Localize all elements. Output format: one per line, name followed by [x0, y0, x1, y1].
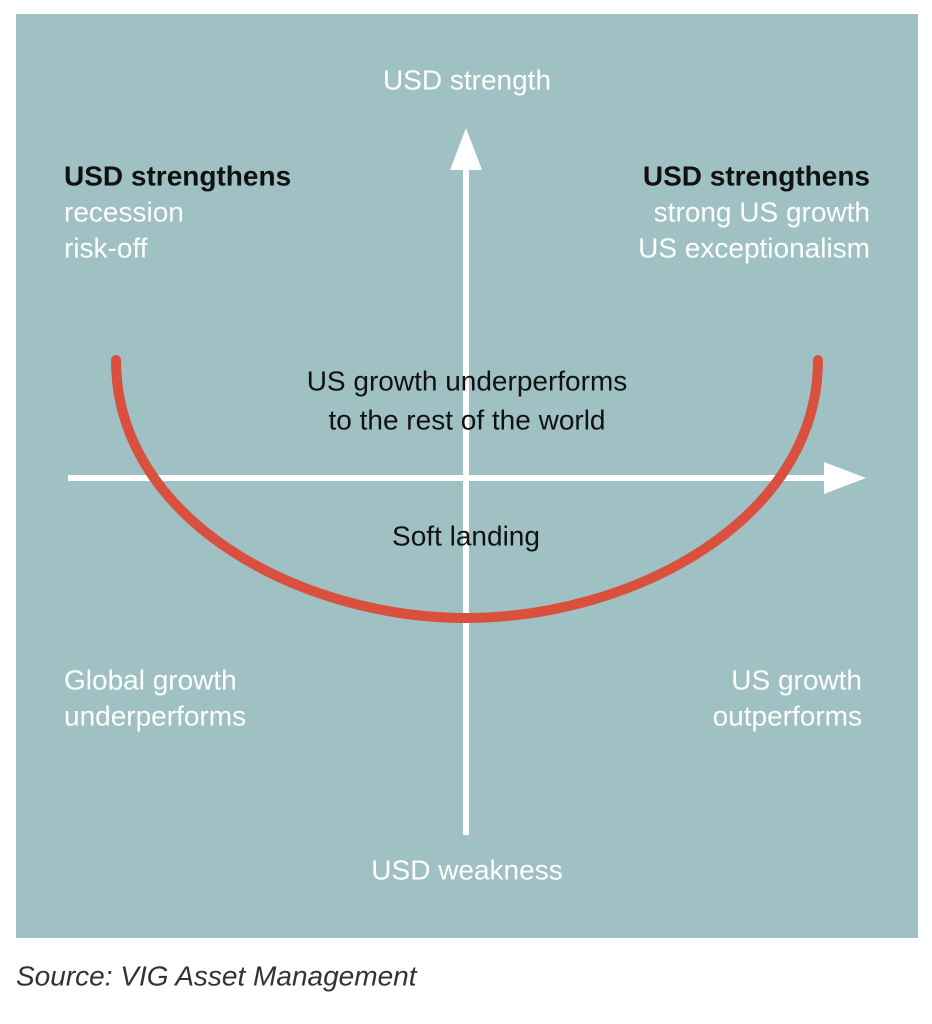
arrow-head — [824, 462, 866, 494]
quadrant-text: outperforms — [713, 700, 862, 731]
axis-label: USD strength — [383, 64, 551, 95]
center-text: to the rest of the world — [328, 404, 605, 435]
arrow-head — [450, 128, 482, 170]
quadrant-text: recession — [64, 196, 184, 227]
quadrant-text: risk-off — [64, 232, 148, 263]
quadrant-title: USD strengthens — [64, 160, 291, 191]
smile-curve — [111, 355, 823, 624]
center-text: US growth underperforms — [307, 365, 628, 396]
source: Source: VIG Asset Management — [16, 960, 418, 991]
quadrant-text: strong US growth — [654, 196, 870, 227]
quadrant-text: US exceptionalism — [638, 232, 870, 263]
quadrant-text: US growth — [731, 664, 862, 695]
quadrant-text: Global growth — [64, 664, 237, 695]
soft-landing: Soft landing — [392, 520, 540, 551]
quadrant-text: underperforms — [64, 700, 246, 731]
quadrant-title: USD strengthens — [643, 160, 870, 191]
axis-label: USD weakness — [371, 854, 562, 885]
